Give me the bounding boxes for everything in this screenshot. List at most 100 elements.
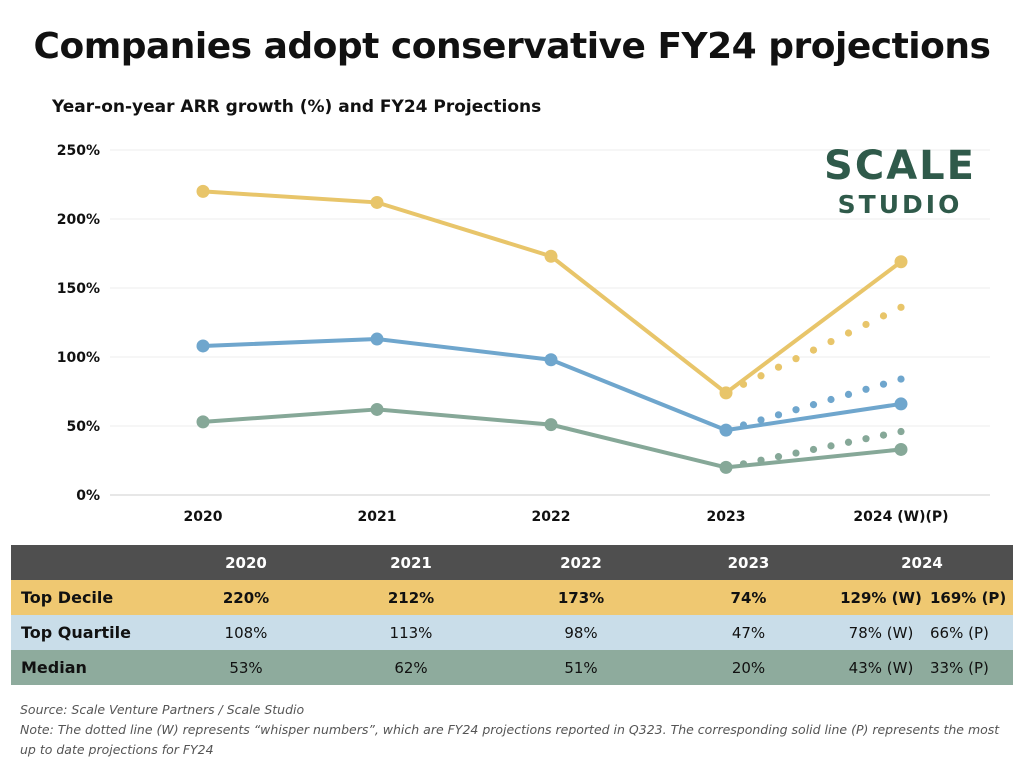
- whisper-dot-top-decile: [879, 312, 888, 320]
- y-tick-label: 250%: [57, 143, 100, 159]
- whisper-dot-top-quartile: [827, 395, 835, 404]
- projection-value: 169% (P): [930, 588, 1007, 607]
- table-cell: 173%: [496, 580, 666, 615]
- whisper-dot-top-decile: [757, 372, 765, 380]
- x-tick-label: 2022: [532, 509, 571, 525]
- whisper-dot-top-decile: [827, 337, 835, 346]
- y-tick-label: 100%: [57, 350, 100, 366]
- data-point-top-decile: [196, 184, 210, 198]
- methodology-note: Note: The dotted line (W) represents “wh…: [20, 722, 1000, 757]
- table-cell: 53%: [166, 650, 326, 685]
- whisper-value: 78% (W): [848, 623, 914, 642]
- x-tick-label: 2021: [358, 509, 397, 525]
- y-tick-label: 50%: [66, 419, 100, 435]
- data-point-top-decile: [719, 386, 733, 400]
- logo-line-2: STUDIO: [837, 190, 963, 219]
- data-point-median: [719, 460, 733, 474]
- data-point-top-quartile: [196, 339, 210, 353]
- chart-notes: Source: Scale Venture Partners / Scale S…: [20, 700, 1010, 760]
- data-point-median: [370, 402, 384, 416]
- table-cell-2024: 78% (W) 66% (P): [831, 615, 1013, 650]
- whisper-dot-top-quartile: [792, 406, 800, 414]
- projection-value: 33% (P): [930, 658, 989, 677]
- whisper-dot-median: [757, 456, 765, 464]
- x-tick-label: 2020: [184, 509, 223, 525]
- table-header-cell: 2024: [831, 545, 1013, 580]
- table-cell: 74%: [666, 580, 831, 615]
- whisper-dot-top-quartile: [844, 390, 853, 398]
- whisper-dot-top-decile: [792, 355, 800, 363]
- data-point-top-quartile: [719, 423, 733, 437]
- y-tick-label: 150%: [57, 281, 100, 297]
- whisper-dot-median: [739, 460, 748, 468]
- table-cell: 62%: [326, 650, 496, 685]
- y-tick-label: 200%: [57, 212, 100, 228]
- line-chart: 0% 50% 100% 150% 200% 250% 2020 2021 2022 2023 20…: [57, 143, 990, 525]
- table-cell: 98%: [496, 615, 666, 650]
- row-label: Top Quartile: [11, 615, 166, 650]
- table-header-cell: 2022: [496, 545, 666, 580]
- table-row-top-decile: Top Decile 220% 212% 173% 74% 129% (W) 16…: [11, 580, 1013, 615]
- table-cell-2024: 43% (W) 33% (P): [831, 650, 1013, 685]
- table-cell: 51%: [496, 650, 666, 685]
- scale-studio-logo: SCALE STUDIO: [820, 146, 980, 217]
- whisper-dot-median: [897, 427, 905, 436]
- whisper-dot-median: [827, 442, 835, 450]
- data-point-top-decile: [370, 195, 384, 209]
- data-point-top-quartile: [370, 332, 384, 346]
- whisper-dot-top-decile: [897, 303, 905, 311]
- whisper-dot-top-decile: [809, 346, 818, 354]
- x-tick-label: 2024 (W)(P): [853, 509, 948, 525]
- data-point-top-quartile: [894, 397, 908, 411]
- whisper-dot-top-quartile: [739, 421, 748, 429]
- source-note: Source: Scale Venture Partners / Scale S…: [20, 702, 305, 717]
- whisper-dot-top-quartile: [897, 375, 905, 383]
- table-cell: 113%: [326, 615, 496, 650]
- whisper-dot-top-decile: [739, 380, 748, 388]
- series-line-top-quartile: [201, 337, 903, 433]
- table-cell-2024: 129% (W) 169% (P): [831, 580, 1013, 615]
- whisper-dot-median: [809, 445, 818, 454]
- whisper-value: 43% (W): [848, 658, 914, 677]
- logo-line-1: SCALE: [824, 143, 976, 189]
- table-cell: 47%: [666, 615, 831, 650]
- whisper-dot-top-quartile: [862, 385, 870, 393]
- table-cell: 108%: [166, 615, 326, 650]
- whisper-dot-median: [774, 453, 783, 461]
- data-point-median: [544, 418, 558, 432]
- whisper-dot-median: [844, 438, 853, 446]
- table-row-median: Median 53% 62% 51% 20% 43% (W) 33% (P): [11, 650, 1013, 685]
- chart-title: Companies adopt conservative FY24 projec…: [33, 26, 991, 67]
- data-point-top-decile: [894, 255, 908, 269]
- data-point-top-decile: [544, 249, 558, 263]
- whisper-value: 129% (W): [840, 588, 922, 607]
- whisper-dot-top-decile: [844, 329, 853, 337]
- data-point-top-quartile: [544, 353, 558, 367]
- x-tick-label: 2023: [707, 509, 746, 525]
- whisper-dot-top-decile: [774, 363, 783, 371]
- table-cell: 212%: [326, 580, 496, 615]
- table-header-cell: 2023: [666, 545, 831, 580]
- whisper-dot-median: [879, 431, 888, 439]
- data-point-median: [894, 442, 908, 456]
- table-row-top-quartile: Top Quartile 108% 113% 98% 47% 78% (W) 66…: [11, 615, 1013, 650]
- table-cell: 220%: [166, 580, 326, 615]
- y-tick-label: 0%: [76, 488, 100, 504]
- table-header-cell: 2021: [326, 545, 496, 580]
- table-header-cell: [11, 545, 166, 580]
- whisper-dot-top-quartile: [809, 401, 818, 409]
- whisper-dot-top-decile: [862, 320, 870, 329]
- data-point-median: [196, 415, 210, 429]
- whisper-dot-median: [792, 449, 800, 457]
- whisper-dot-top-quartile: [879, 380, 888, 388]
- summary-table: 2020 2021 2022 2023 2024 Top Decile 220%…: [11, 545, 1013, 685]
- table-header-cell: 2020: [166, 545, 326, 580]
- whisper-dot-top-quartile: [757, 416, 765, 424]
- row-label: Top Decile: [11, 580, 166, 615]
- row-label: Median: [11, 650, 166, 685]
- table-header-row: 2020 2021 2022 2023 2024: [11, 545, 1013, 580]
- projection-value: 66% (P): [930, 623, 989, 642]
- table-cell: 20%: [666, 650, 831, 685]
- whisper-dot-top-quartile: [774, 411, 783, 419]
- chart-subtitle: Year-on-year ARR growth (%) and FY24 Pro…: [52, 97, 542, 117]
